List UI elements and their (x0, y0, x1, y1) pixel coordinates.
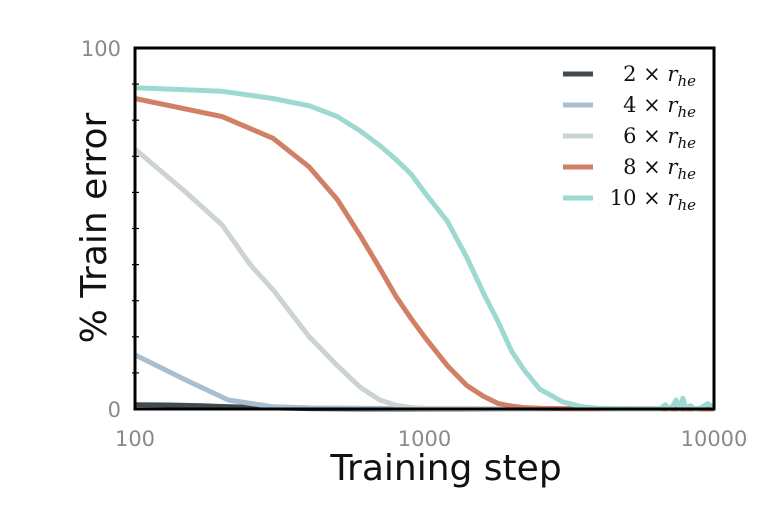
legend-label: 6 × rhe (623, 124, 696, 152)
y-axis-title: % Train error (74, 112, 115, 343)
legend-label: 10 × rhe (610, 186, 696, 214)
legend: 2 × rhe 4 × rhe 6 × rhe 8 × rhe 10 × rhe (563, 62, 696, 214)
series-line-2 (133, 352, 714, 412)
legend-label: 8 × rhe (623, 155, 696, 183)
x-tick-label: 1000 (398, 427, 451, 451)
x-tick-label: 100 (115, 427, 155, 451)
series-line-5 (134, 85, 716, 412)
y-tick-label: 100 (81, 37, 121, 61)
plot-frame (133, 46, 716, 411)
x-tick-label: 10000 (681, 427, 748, 451)
legend-label: 2 × rhe (623, 62, 696, 90)
legend-label: 4 × rhe (623, 93, 696, 121)
tick-labels: 100 1000 10000 0 100 (81, 37, 748, 451)
y-tick-label: 0 (108, 398, 121, 422)
x-axis-title: Training step (329, 448, 561, 489)
